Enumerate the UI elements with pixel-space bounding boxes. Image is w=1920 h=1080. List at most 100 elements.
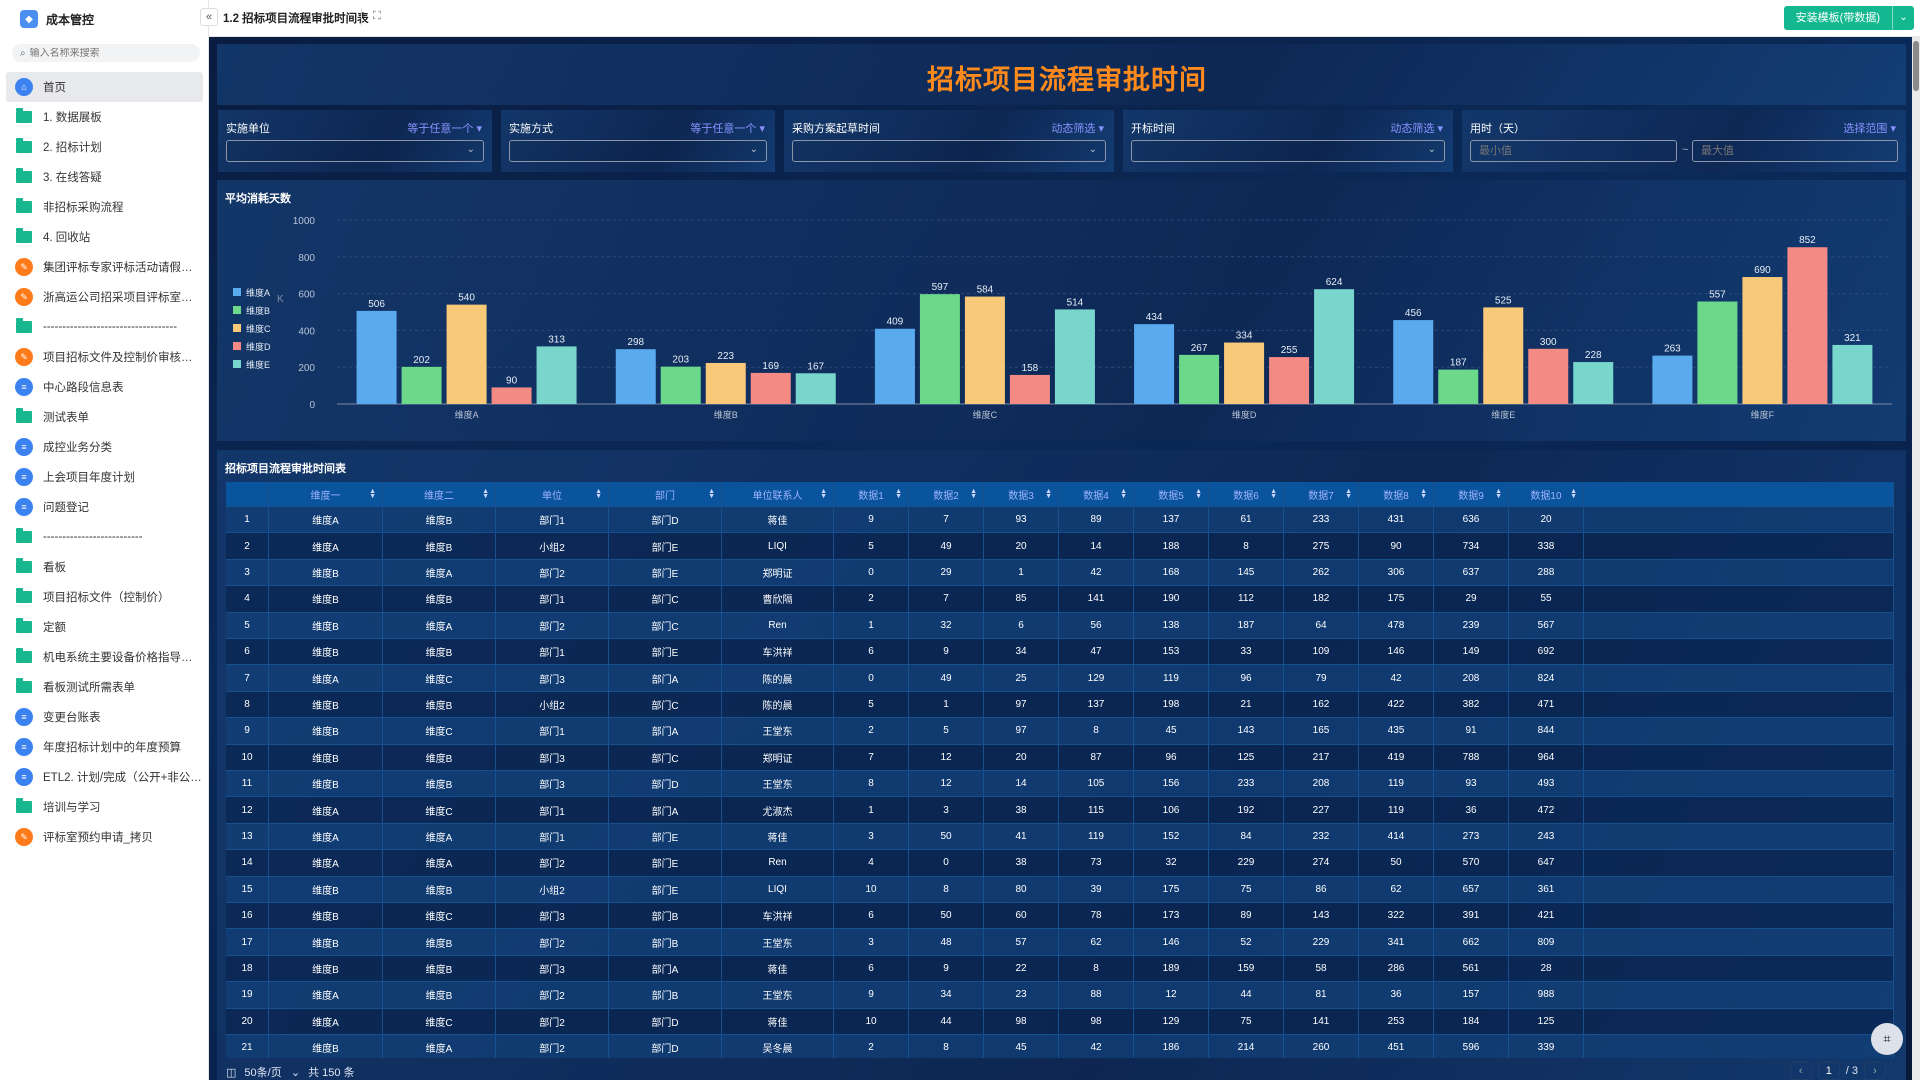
table-row[interactable]: 2 维度A 维度B 小组2 部门E LIQI 5 49 20 14 188 8 275 90 734 338 [226, 533, 1894, 560]
column-settings-icon[interactable]: ◫ [226, 1066, 237, 1079]
table-row[interactable]: 16 维度B 维度C 部门3 部门B 车洪祥 6 50 60 78 173 89 143 322 391 42… [226, 903, 1894, 930]
column-header[interactable]: 数据2 ▲ ▼ [909, 482, 984, 507]
table-row[interactable]: 20 维度A 维度C 部门2 部门D 蒋佳 10 44 98 98 129 75 141 253 184 12… [226, 1008, 1894, 1035]
install-template-button[interactable]: 安装模板(带数据) [1783, 6, 1892, 30]
sort-icon[interactable]: ▲ ▼ [1570, 488, 1577, 500]
sidebar-item[interactable]: ≡ 年度招标计划中的年度预算 [6, 732, 203, 762]
column-header[interactable]: 数据3 ▲ ▼ [984, 482, 1059, 507]
column-header[interactable]: 数据4 ▲ ▼ [1059, 482, 1134, 507]
app-brand[interactable]: ◆ 成本管控 [20, 8, 94, 30]
collapse-sidebar-button[interactable]: « [200, 8, 218, 26]
column-header[interactable]: 数据9 ▲ ▼ [1434, 482, 1509, 507]
table-row[interactable]: 1 维度A 维度B 部门1 部门D 蒋佳 9 7 93 89 137 61 233 431 636 20 [226, 507, 1894, 534]
sort-icon[interactable]: ▲ ▼ [895, 488, 902, 500]
filter-date-select[interactable]: ⌄ [1131, 140, 1445, 162]
page-scrollbar[interactable] [1912, 37, 1920, 1080]
current-page-input[interactable]: 1 [1817, 1062, 1840, 1080]
column-header[interactable]: 数据6 ▲ ▼ [1209, 482, 1284, 507]
min-value-input[interactable] [1470, 140, 1677, 162]
page-size-select[interactable]: 50条/页 ⌄ [244, 1067, 301, 1079]
sort-icon[interactable]: ▲ ▼ [1120, 488, 1127, 500]
column-header[interactable]: 数据10 ▲ ▼ [1509, 482, 1584, 507]
table-header-row[interactable]: 维度一 ▲ ▼ 维度二 ▲ ▼ 单位 ▲ ▼ 部门 ▲ ▼ 单位联系人 ▲ ▼ 数据1 ▲ ▼ 数据2 ▲ ▼ 数据3 ▲ ▼… [226, 482, 1894, 507]
sidebar-item[interactable]: ≡ 上会项目年度计划 [6, 462, 203, 492]
fullscreen-icon[interactable]: ⛶ [373, 10, 381, 22]
sidebar-item[interactable]: -------------------------- [6, 522, 203, 552]
filter-mode-dropdown[interactable]: 动态筛选 ▾ [1051, 123, 1104, 135]
sidebar-item[interactable]: 项目招标文件（控制价） [6, 582, 203, 612]
sidebar-item[interactable]: ≡ 成控业务分类 [6, 432, 203, 462]
table-row[interactable]: 10 维度B 维度B 部门3 部门C 郑明证 7 12 20 87 96 125 217 419 788 96… [226, 744, 1894, 771]
sidebar-item[interactable]: 机电系统主要设备价格指导手册 [6, 642, 203, 672]
scrollbar-thumb[interactable] [1913, 41, 1919, 91]
column-header[interactable]: 数据7 ▲ ▼ [1284, 482, 1359, 507]
chevron-down-icon[interactable]: ⌄ [1892, 6, 1914, 30]
column-header[interactable]: 单位联系人 ▲ ▼ [722, 482, 834, 507]
table-row[interactable]: 3 维度B 维度A 部门2 部门E 郑明证 0 29 1 42 168 145 262 306 637 288 [226, 559, 1894, 587]
sidebar-item[interactable]: ≡ ETL2. 计划/完成（公开+非公开... [6, 762, 203, 792]
table-row[interactable]: 21 维度B 维度A 部门2 部门D 吴冬晨 2 8 45 42 186 214 260 451 596 33… [226, 1035, 1894, 1058]
table-row[interactable]: 17 维度B 维度B 部门2 部门B 王堂东 3 48 57 62 146 52 229 341 662 80… [226, 929, 1894, 956]
sidebar-item[interactable]: ✎ 项目招标文件及控制价审核申请... [6, 342, 203, 372]
table-row[interactable]: 4 维度B 维度B 部门1 部门C 曹欣隔 2 7 85 141 190 112 182 175 29 55 [226, 586, 1894, 613]
sidebar-item[interactable]: 看板测试所需表单 [6, 672, 203, 702]
table-row[interactable]: 5 维度B 维度A 部门2 部门C Ren 1 32 6 56 138 187 64 478 239 567 [226, 612, 1894, 639]
table-row[interactable]: 11 维度B 维度B 部门3 部门D 王堂东 8 12 14 105 156 233 208 119 93 4… [226, 771, 1894, 798]
table-row[interactable]: 19 维度A 维度B 部门2 部门B 王堂东 9 34 23 88 12 44 81 36 157 988 [226, 982, 1894, 1009]
sidebar-item[interactable]: 4. 回收站 [6, 222, 203, 252]
filter-date-select[interactable]: ⌄ [792, 140, 1106, 162]
sort-icon[interactable]: ▲ ▼ [708, 488, 715, 500]
table-row[interactable]: 8 维度B 维度B 小组2 部门C 陈的晨 5 1 97 137 198 21 162 422 382 471 [226, 691, 1894, 719]
next-page-button[interactable]: › [1864, 1062, 1886, 1080]
table-row[interactable]: 7 维度A 维度C 部门3 部门A 陈的晨 0 49 25 129 119 96 79 42 208 824 [226, 665, 1894, 692]
sidebar-item[interactable]: 3. 在线答疑 [6, 162, 203, 192]
sidebar-item[interactable]: ✎ 集团评标专家评标活动请假审批... [6, 252, 203, 282]
column-header[interactable]: 维度一 ▲ ▼ [269, 482, 383, 507]
column-header[interactable]: 维度二 ▲ ▼ [383, 482, 496, 507]
sort-icon[interactable]: ▲ ▼ [820, 488, 827, 500]
sidebar-item[interactable]: 测试表单 [6, 402, 203, 432]
sidebar-item[interactable]: 2. 招标计划 [6, 132, 203, 162]
sidebar-search[interactable]: ⌕ [12, 44, 200, 62]
sort-icon[interactable]: ▲ ▼ [1495, 488, 1502, 500]
sort-icon[interactable]: ▲ ▼ [1195, 488, 1202, 500]
column-header[interactable]: 数据1 ▲ ▼ [834, 482, 909, 507]
prev-page-button[interactable]: ‹ [1789, 1062, 1812, 1080]
max-value-input[interactable] [1692, 140, 1898, 162]
filter-mode-dropdown[interactable]: 选择范围 ▾ [1843, 123, 1896, 135]
column-header[interactable]: 部门 ▲ ▼ [609, 482, 722, 507]
column-header[interactable]: 数据8 ▲ ▼ [1359, 482, 1434, 507]
table-row[interactable]: 13 维度A 维度A 部门1 部门E 蒋佳 3 50 41 119 152 84 232 414 273 24… [226, 823, 1894, 851]
filter-mode-dropdown[interactable]: 动态筛选 ▾ [1390, 123, 1443, 135]
sort-icon[interactable]: ▲ ▼ [369, 488, 376, 500]
sort-icon[interactable]: ▲ ▼ [1270, 488, 1277, 500]
filter-mode-dropdown[interactable]: 等于任意一个 ▾ [407, 123, 482, 135]
sidebar-item[interactable]: ✎ 浙高运公司招采项目评标室预约... [6, 282, 203, 312]
table-row[interactable]: 18 维度B 维度B 部门3 部门A 蒋佳 6 9 22 8 189 159 58 286 561 28 [226, 955, 1894, 983]
sidebar-item[interactable]: ≡ 变更台账表 [6, 702, 203, 732]
sidebar-item[interactable]: ----------------------------------- [6, 312, 203, 342]
sort-icon[interactable]: ▲ ▼ [1345, 488, 1352, 500]
sidebar-item[interactable]: ✎ 评标室预约申请_拷贝 [6, 822, 203, 852]
table-row[interactable]: 9 维度B 维度C 部门1 部门A 王堂东 2 5 97 8 45 143 165 435 91 844 [226, 718, 1894, 745]
sort-icon[interactable]: ▲ ▼ [482, 488, 489, 500]
column-header[interactable]: 数据5 ▲ ▼ [1134, 482, 1209, 507]
search-input[interactable] [29, 47, 180, 59]
sidebar-item[interactable]: ≡ 中心路段信息表 [6, 372, 203, 402]
table-row[interactable]: 12 维度A 维度C 部门1 部门A 尤淑杰 1 3 38 115 106 192 227 119 36 47… [226, 797, 1894, 824]
table-row[interactable]: 14 维度A 维度A 部门2 部门E Ren 4 0 38 73 32 229 274 50 570 647 [226, 850, 1894, 877]
sidebar-item[interactable]: 1. 数据展板 [6, 102, 203, 132]
floating-settings-button[interactable]: ⌗ [1871, 1023, 1903, 1055]
sidebar-item[interactable]: 非招标采购流程 [6, 192, 203, 222]
filter-select[interactable]: ⌄ [226, 140, 484, 162]
sidebar-item[interactable]: 看板 [6, 552, 203, 582]
sidebar-item[interactable]: 定额 [6, 612, 203, 642]
sidebar-item[interactable]: ⌂ 首页 [6, 72, 203, 102]
filter-select[interactable]: ⌄ [509, 140, 767, 162]
sort-icon[interactable]: ▲ ▼ [1045, 488, 1052, 500]
sort-icon[interactable]: ▲ ▼ [970, 488, 977, 500]
sidebar-item[interactable]: ≡ 问题登记 [6, 492, 203, 522]
column-header[interactable]: 单位 ▲ ▼ [496, 482, 609, 507]
sort-icon[interactable]: ▲ ▼ [595, 488, 602, 500]
table-row[interactable]: 15 维度B 维度B 小组2 部门E LIQI 10 8 80 39 175 75 86 62 657 361 [226, 876, 1894, 903]
